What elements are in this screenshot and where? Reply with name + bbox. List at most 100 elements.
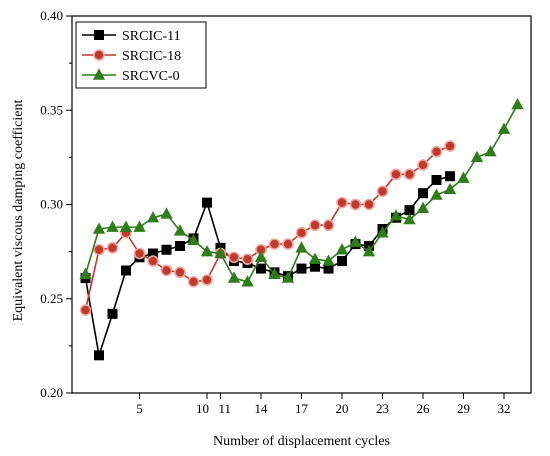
x-tick-label: 29 [457,401,470,416]
data-point [457,171,470,183]
data-point [497,122,511,134]
data-point [511,98,524,110]
y-tick-label: 0.20 [40,385,63,400]
data-point [161,244,172,255]
x-tick-label: 32 [498,401,511,416]
x-tick-label: 10 [196,401,209,416]
data-point [268,238,281,250]
data-point [417,159,429,171]
data-point [173,224,187,236]
data-point [107,308,118,319]
data-point [147,255,159,267]
x-tick-label: 26 [417,401,431,416]
x-axis-title: Number of displacement cycles [213,434,390,449]
data-point [133,247,146,260]
x-tick-label: 17 [295,401,309,416]
x-tick-label: 11 [219,401,232,416]
data-point [201,274,213,286]
data-point [281,271,295,283]
data-point [403,168,416,181]
legend-marker [94,29,105,40]
legend-marker [92,68,106,80]
data-point [308,252,322,264]
data-point [106,242,119,254]
data-point [295,241,308,253]
series-srcvc-0 [79,98,524,287]
data-point [94,350,105,361]
data-point [403,212,416,225]
data-point [93,243,105,256]
data-point [241,253,254,265]
data-point [121,265,132,276]
series-line [84,145,451,311]
data-point [430,145,443,158]
data-point [416,201,430,213]
y-tick-label: 0.35 [40,102,63,117]
data-point [363,198,375,211]
data-point [241,275,254,287]
data-point [79,267,92,279]
data-point [228,251,240,264]
series-layer [79,98,524,361]
data-point [309,219,321,232]
data-point [295,226,308,239]
data-point [336,196,348,209]
data-point [322,254,335,266]
data-point [431,174,442,185]
data-point [470,150,484,163]
data-point [255,263,266,274]
data-point [79,304,92,316]
data-point [174,266,186,279]
x-tick-label: 20 [336,401,349,416]
data-point [389,209,403,221]
data-point [335,243,349,255]
data-point [349,198,362,211]
x-tick-label: 5 [136,401,143,416]
data-point [133,220,146,232]
data-point [92,222,106,234]
data-point [322,219,335,232]
data-point [227,271,241,283]
data-point [214,246,227,259]
data-point [296,263,307,274]
data-point [349,235,362,247]
data-point [282,238,294,250]
data-point [336,256,347,267]
data-point [119,220,133,232]
data-point [187,233,200,246]
data-point [390,168,402,181]
data-point [160,207,173,219]
legend-label: SRCIC-11 [122,29,181,44]
data-point [254,250,268,262]
data-point [430,188,443,200]
data-point [417,188,428,199]
data-point [444,140,456,152]
y-tick-label: 0.25 [40,291,63,306]
x-tick-label: 14 [255,401,269,416]
legend-marker [93,49,105,61]
data-point [146,211,160,223]
legend-label: SRCVC-0 [122,69,180,84]
data-point [200,245,214,257]
data-point [444,171,455,182]
x-tick-label: 23 [376,401,389,416]
data-point [268,267,281,279]
data-point [201,197,212,208]
series-srcic-18 [79,140,456,316]
legend-label: SRCIC-18 [122,49,181,64]
data-point [362,245,376,257]
data-point [376,185,389,198]
data-point [174,240,185,251]
axes: 0.20 0.25 0.30 0.35 0.40 5 10 11 14 17 20 23 26 29 32 [40,8,532,416]
data-point [443,182,457,195]
data-point [376,226,389,238]
data-point [187,275,200,288]
y-tick-label: 0.40 [40,8,63,23]
legend: SRCIC-11 SRCIC-18 SRCVC-0 [75,21,207,89]
y-axis-title: Equivalent viscous damping coefficient [11,100,26,322]
data-point [106,220,119,232]
y-tick-label: 0.30 [40,197,63,212]
data-point [160,264,173,277]
data-point [484,145,497,157]
